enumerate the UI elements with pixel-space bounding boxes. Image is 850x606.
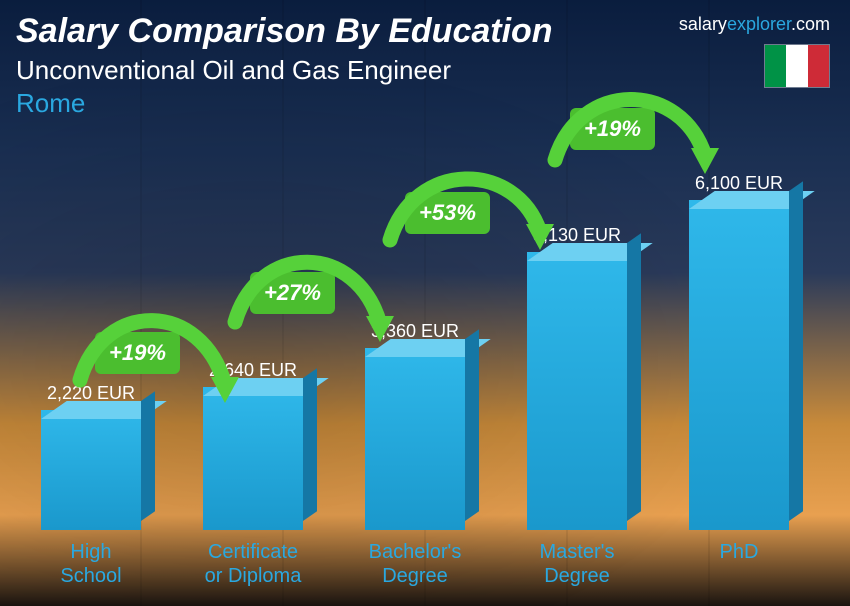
bar-side-face xyxy=(141,391,155,521)
bar-side-face xyxy=(789,181,803,521)
increment-badge: +53% xyxy=(405,192,490,234)
bar-group: 2,220 EURHighSchool xyxy=(30,383,152,588)
bar-front-face xyxy=(527,252,627,530)
bar xyxy=(203,387,303,530)
brand-logo: salaryexplorer.com xyxy=(679,14,830,35)
bar-group: 5,130 EURMaster'sDegree xyxy=(516,225,638,588)
increment-badge: +19% xyxy=(570,108,655,150)
increment-badge: +19% xyxy=(95,332,180,374)
chart-location: Rome xyxy=(16,88,834,119)
chart-subtitle: Unconventional Oil and Gas Engineer xyxy=(16,55,834,86)
bar-x-label: Certificateor Diploma xyxy=(205,540,302,588)
brand-mid: explorer xyxy=(727,14,791,34)
bar xyxy=(41,410,141,530)
bar-front-face xyxy=(689,200,789,530)
bar-x-label: PhD xyxy=(720,540,759,588)
brand-suffix: .com xyxy=(791,14,830,34)
bar-front-face xyxy=(203,387,303,530)
bar-group: 2,640 EURCertificateor Diploma xyxy=(192,360,314,588)
bar-side-face xyxy=(303,368,317,521)
brand-prefix: salary xyxy=(679,14,727,34)
bar-side-face xyxy=(465,329,479,521)
bar-side-face xyxy=(627,233,641,521)
bar-x-label: HighSchool xyxy=(60,540,121,588)
bar xyxy=(365,348,465,530)
increment-badge: +27% xyxy=(250,272,335,314)
bar xyxy=(527,252,627,530)
bar-group: 6,100 EURPhD xyxy=(678,173,800,588)
bar xyxy=(689,200,789,530)
flag-stripe-2 xyxy=(786,45,807,87)
bar-group: 3,360 EURBachelor'sDegree xyxy=(354,321,476,588)
bar-front-face xyxy=(365,348,465,530)
flag-italy xyxy=(764,44,830,88)
bar-x-label: Master'sDegree xyxy=(540,540,615,588)
flag-stripe-3 xyxy=(808,45,829,87)
flag-stripe-1 xyxy=(765,45,786,87)
bar-x-label: Bachelor'sDegree xyxy=(369,540,462,588)
bar-front-face xyxy=(41,410,141,530)
